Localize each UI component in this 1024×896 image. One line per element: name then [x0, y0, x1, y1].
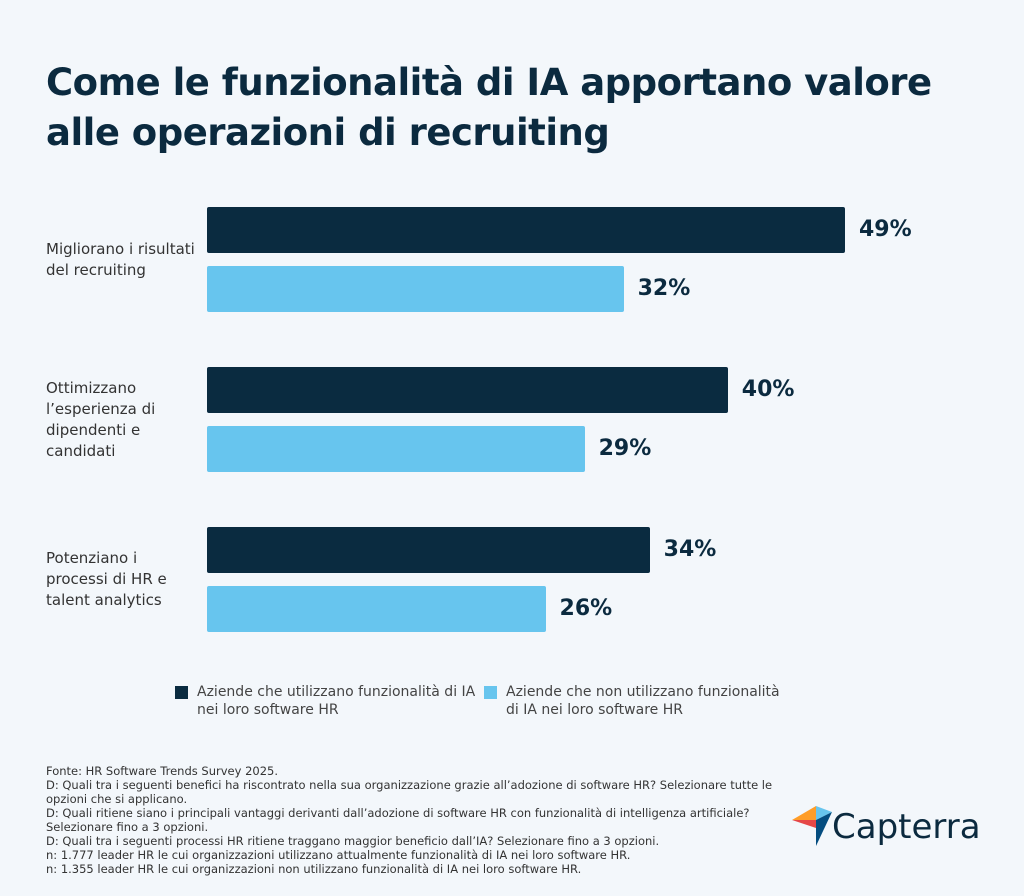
note: Fonte: HR Software Trends Survey 2025.: [46, 764, 278, 778]
note: n: 1.777 leader HR le cui organizzazioni…: [46, 848, 631, 862]
note: n: 1.355 leader HR le cui organizzazioni…: [46, 862, 582, 876]
value-label: 32%: [637, 276, 691, 301]
bar: [207, 527, 650, 573]
legend-label: Aziende che non utilizzano funzionalità …: [506, 684, 780, 718]
note: D: Quali tra i seguenti processi HR riti…: [46, 834, 660, 848]
category-label: Migliorano i risultati del recruiting: [46, 239, 195, 279]
bar: [207, 367, 728, 413]
category-label: Potenziano i processi di HR e talent ana…: [46, 549, 167, 609]
legend-swatch: [175, 686, 188, 699]
bar: [207, 426, 585, 472]
note: D: Quali tra i seguenti benefici ha risc…: [46, 778, 773, 806]
logo-icon: [792, 806, 832, 846]
notes: Fonte: HR Software Trends Survey 2025. D:…: [46, 764, 776, 876]
logo-text: Capterra: [832, 807, 981, 847]
bar: [207, 207, 845, 253]
value-label: 34%: [663, 537, 717, 562]
value-label: 40%: [741, 377, 795, 402]
bar: [207, 266, 624, 312]
value-label: 29%: [598, 436, 652, 461]
legend-swatch: [484, 686, 497, 699]
value-label: 49%: [858, 217, 912, 242]
note: D: Quali ritiene siano i principali vant…: [46, 806, 750, 834]
bar: [207, 586, 546, 632]
chart-title: Come le funzionalità di IA apportano val…: [46, 61, 932, 154]
value-label: 26%: [559, 596, 613, 621]
legend-label: Aziende che utilizzano funzionalità di I…: [197, 684, 476, 718]
category-label: Ottimizzano l’esperienza di dipendenti e…: [46, 378, 156, 460]
